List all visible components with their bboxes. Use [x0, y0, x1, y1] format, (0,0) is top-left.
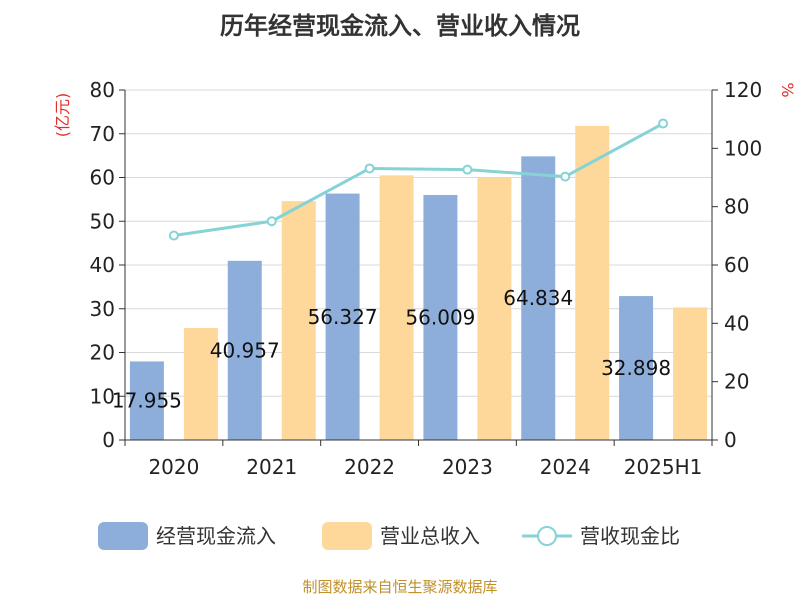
left-axis-unit: (亿元) — [53, 93, 72, 138]
right-tick-label: 40 — [724, 311, 749, 335]
x-tick-label: 2023 — [442, 455, 493, 479]
x-tick-label: 2020 — [148, 455, 199, 479]
bars — [129, 125, 708, 440]
right-axis-unit: % — [778, 82, 797, 97]
left-tick-label: 0 — [102, 428, 115, 452]
left-tick-label: 30 — [90, 297, 115, 321]
left-tick-label: 70 — [90, 122, 115, 146]
ratio-point — [658, 118, 669, 129]
left-tick-label: 80 — [90, 78, 115, 102]
revenue-bar — [183, 328, 218, 440]
right-tick-label: 100 — [724, 136, 762, 160]
gridlines — [125, 89, 712, 397]
legend-cash-inflow-label: 经营现金流入 — [156, 524, 276, 548]
right-tick-label: 120 — [724, 78, 762, 102]
legend-ratio-swatch-marker — [537, 526, 557, 546]
chart-title: 历年经营现金流入、营业收入情况 — [220, 12, 580, 40]
left-tick-label: 40 — [90, 253, 115, 277]
axes: 0 10 20 30 40 50 60 70 80 0 20 40 60 80 100 120 2020 2021… — [90, 78, 763, 479]
cash-inflow-bar — [129, 361, 164, 440]
legend-revenue-swatch — [322, 522, 372, 550]
left-tick-label: 10 — [90, 384, 115, 408]
left-tick-label: 60 — [90, 166, 115, 190]
revenue-bar — [575, 125, 610, 440]
right-tick-label: 80 — [724, 195, 749, 219]
ratio-line-path — [173, 122, 664, 238]
cash-inflow-bar — [325, 193, 360, 440]
legend-cash-inflow-swatch — [98, 522, 148, 550]
legend-ratio-label: 营收现金比 — [580, 524, 680, 548]
revenue-bar — [673, 307, 708, 440]
cash-inflow-data-label: 64.834 — [503, 286, 573, 310]
cash-inflow-bar — [521, 156, 556, 440]
x-tick-label: 2024 — [540, 455, 591, 479]
x-tick-label: 2025H1 — [624, 455, 703, 479]
cash-inflow-data-label: 40.957 — [210, 338, 280, 362]
revenue-bar — [477, 177, 512, 440]
x-tick-label: 2021 — [246, 455, 297, 479]
ratio-point — [364, 163, 375, 174]
ratio-point — [168, 230, 179, 241]
x-tick-label: 2022 — [344, 455, 395, 479]
ratio-point — [560, 171, 571, 182]
cash-inflow-data-label: 17.955 — [112, 389, 182, 413]
left-tick-label: 50 — [90, 209, 115, 233]
right-tick-label: 20 — [724, 370, 749, 394]
ratio-point — [266, 216, 277, 227]
cash-inflow-bar — [227, 260, 262, 440]
cash-inflow-data-label: 32.898 — [601, 356, 671, 380]
ratio-point — [462, 164, 473, 175]
left-tick-label: 20 — [90, 341, 115, 365]
right-tick-label: 0 — [724, 428, 737, 452]
cash-inflow-bar — [619, 296, 654, 440]
ratio-line — [168, 118, 669, 241]
cash-inflow-data-label: 56.009 — [405, 305, 475, 329]
cash-inflow-data-label: 56.327 — [308, 305, 378, 329]
revenue-bar — [281, 201, 316, 440]
cash-inflow-bar — [423, 194, 458, 440]
legend: 经营现金流入 营业总收入 营收现金比 — [98, 522, 680, 550]
revenue-bar — [379, 175, 414, 440]
data-labels: 17.955 40.957 56.327 56.009 64.834 32.898 — [112, 286, 671, 413]
right-tick-label: 60 — [724, 253, 749, 277]
source-note: 制图数据来自恒生聚源数据库 — [302, 578, 497, 596]
legend-revenue-label: 营业总收入 — [380, 524, 480, 548]
